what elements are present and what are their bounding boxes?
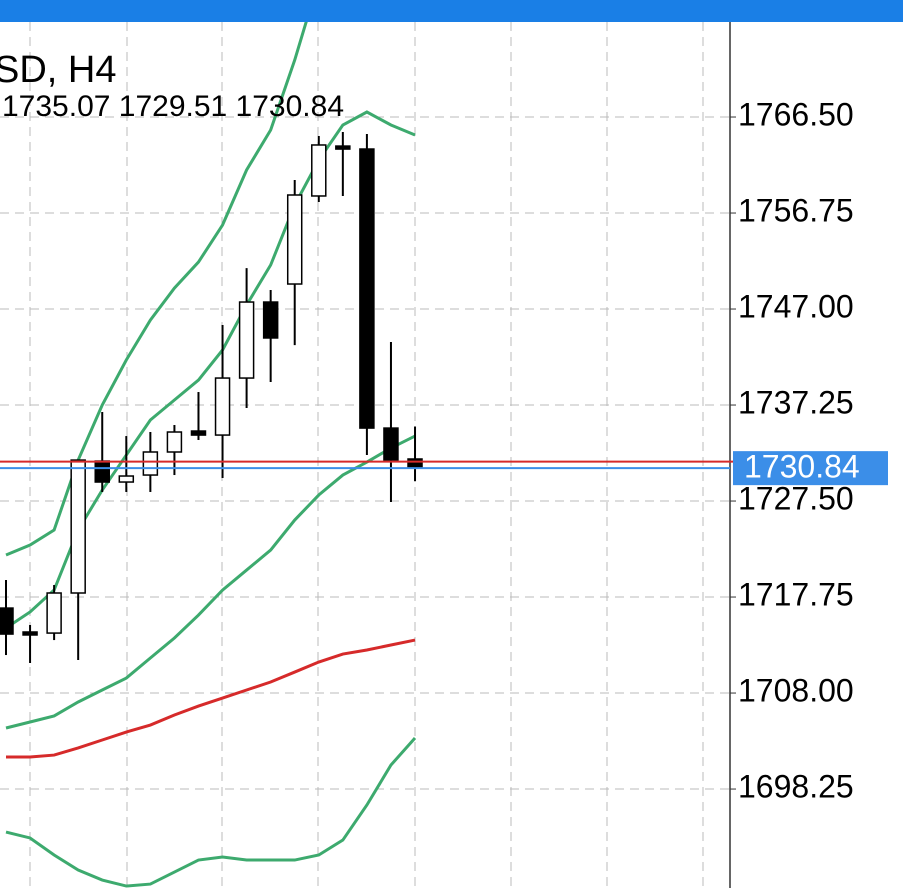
price-label: 1730.84 bbox=[744, 449, 860, 485]
indicator-line bbox=[5, 434, 416, 730]
candle-body bbox=[238, 301, 255, 379]
indicator-line bbox=[5, 22, 308, 557]
candle-body bbox=[46, 592, 62, 634]
candle-body bbox=[190, 430, 207, 436]
top-bar bbox=[0, 0, 903, 22]
candle-body bbox=[0, 607, 14, 635]
y-tick-label: 1698.25 bbox=[738, 768, 854, 804]
plot bbox=[0, 22, 730, 888]
candle-body bbox=[94, 460, 110, 483]
candle-body bbox=[335, 145, 351, 150]
vertical-grid bbox=[29, 22, 704, 888]
y-tick-label: 1737.25 bbox=[738, 384, 854, 420]
candle-body bbox=[22, 631, 38, 636]
indicator-line bbox=[5, 737, 417, 888]
candle-body bbox=[118, 475, 135, 483]
candle-body bbox=[142, 451, 159, 476]
candle-body bbox=[311, 144, 327, 197]
y-tick-label: 1727.50 bbox=[738, 480, 854, 516]
chart-title: SD, H4 bbox=[0, 49, 116, 91]
candle-body bbox=[286, 194, 303, 285]
candle-body bbox=[262, 301, 279, 339]
candle-body bbox=[214, 377, 231, 436]
candle-body bbox=[407, 458, 423, 469]
candle-body bbox=[383, 427, 399, 461]
y-tick-label: 1708.00 bbox=[738, 672, 854, 708]
candle-body bbox=[359, 148, 375, 429]
indicator-line bbox=[5, 110, 416, 630]
candle-body bbox=[166, 431, 183, 453]
price-box bbox=[733, 451, 888, 486]
y-tick-label: 1717.75 bbox=[738, 576, 854, 612]
y-tick-label: 1766.50 bbox=[738, 96, 854, 132]
candle-body bbox=[70, 459, 86, 594]
y-tick-label: 1747.00 bbox=[738, 288, 854, 324]
indicator-line bbox=[6, 638, 416, 759]
y-tick-label: 1756.75 bbox=[738, 192, 854, 228]
ohlc-text: 1735.07 1729.51 1730.84 bbox=[2, 90, 344, 123]
